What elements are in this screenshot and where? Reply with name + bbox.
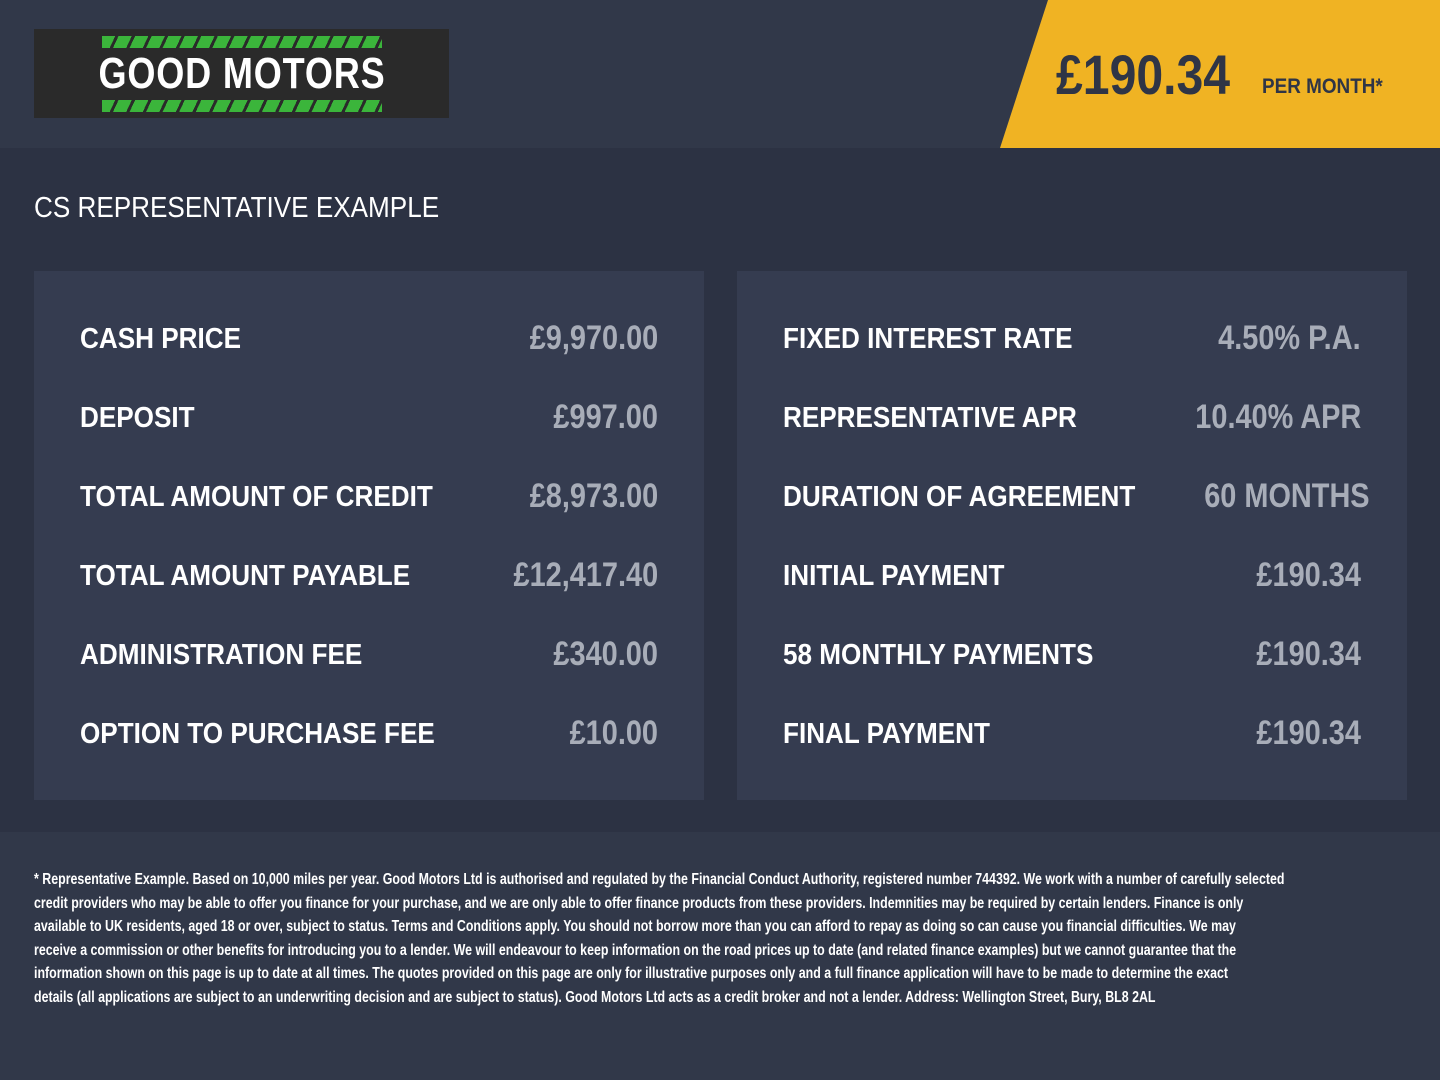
finance-row: 58 MONTHLY PAYMENTS £190.34 (783, 635, 1361, 718)
finance-label: INITIAL PAYMENT (783, 560, 1005, 592)
finance-row: TOTAL AMOUNT PAYABLE £12,417.40 (80, 556, 658, 639)
disclaimer-line: receive a commission or other benefits f… (34, 941, 1237, 959)
finance-row: DURATION OF AGREEMENT 60 MONTHS (783, 477, 1369, 560)
finance-value: £10.00 (569, 714, 658, 752)
disclaimer: * Representative Example. Based on 10,00… (0, 832, 1440, 1080)
finance-value: £8,973.00 (529, 477, 658, 515)
finance-value: 10.40% APR (1194, 398, 1361, 436)
finance-value: £9,970.00 (529, 319, 658, 357)
good-motors-logo: GOOD MOTORS (34, 29, 449, 118)
finance-label: REPRESENTATIVE APR (783, 402, 1077, 434)
finance-row: TOTAL AMOUNT OF CREDIT £8,973.00 (80, 477, 658, 560)
finance-label: 58 MONTHLY PAYMENTS (783, 639, 1094, 671)
finance-label: DURATION OF AGREEMENT (783, 481, 1136, 513)
finance-value: £340.00 (553, 635, 658, 673)
finance-value: £997.00 (553, 398, 658, 436)
finance-label: TOTAL AMOUNT PAYABLE (80, 560, 411, 592)
logo-stripes-bottom (101, 99, 382, 112)
finance-panel-right: FIXED INTEREST RATE 4.50% P.A. REPRESENTAT… (737, 271, 1407, 800)
finance-label: TOTAL AMOUNT OF CREDIT (80, 481, 433, 513)
section-heading: CS REPRESENTATIVE EXAMPLE (34, 192, 440, 224)
finance-label: ADMINISTRATION FEE (80, 639, 363, 671)
logo-text: GOOD MOTORS (97, 48, 385, 98)
finance-label: DEPOSIT (80, 402, 195, 434)
finance-value: £190.34 (1256, 635, 1361, 673)
disclaimer-line: details (all applications are subject to… (34, 988, 1156, 1006)
finance-row: INITIAL PAYMENT £190.34 (783, 556, 1361, 639)
finance-value: £190.34 (1256, 556, 1361, 594)
finance-value: £12,417.40 (513, 556, 658, 594)
disclaimer-line: credit providers who may be able to offe… (34, 894, 1244, 912)
finance-value: 60 MONTHS (1203, 477, 1370, 515)
finance-label: FIXED INTEREST RATE (783, 323, 1073, 355)
logo-stripes-top (101, 35, 382, 48)
finance-row: DEPOSIT £997.00 (80, 398, 658, 481)
per-month-label: PER MONTH* (1262, 75, 1383, 98)
disclaimer-line: * Representative Example. Based on 10,00… (34, 871, 1285, 888)
finance-row: CASH PRICE £9,970.00 (80, 319, 658, 402)
finance-label: OPTION TO PURCHASE FEE (80, 718, 435, 750)
monthly-price-badge (1000, 0, 1440, 148)
finance-row: OPTION TO PURCHASE FEE £10.00 (80, 714, 658, 797)
finance-row: FIXED INTEREST RATE 4.50% P.A. (783, 319, 1361, 402)
finance-value: £190.34 (1256, 714, 1361, 752)
finance-row: ADMINISTRATION FEE £340.00 (80, 635, 658, 718)
finance-row: REPRESENTATIVE APR 10.40% APR (783, 398, 1361, 481)
finance-row: FINAL PAYMENT £190.34 (783, 714, 1361, 797)
finance-value: 4.50% P.A. (1218, 319, 1361, 357)
disclaimer-line: available to UK residents, aged 18 or ov… (34, 918, 1236, 936)
monthly-price: £190.34 (1056, 43, 1231, 106)
finance-label: CASH PRICE (80, 323, 241, 355)
header-bar: GOOD MOTORS £190.34 PER MONTH* (0, 0, 1440, 148)
disclaimer-line: information shown on this page is up to … (34, 965, 1229, 983)
finance-panel-left: CASH PRICE £9,970.00 DEPOSIT £997.00 TOTAL A… (34, 271, 704, 800)
finance-label: FINAL PAYMENT (783, 718, 990, 750)
